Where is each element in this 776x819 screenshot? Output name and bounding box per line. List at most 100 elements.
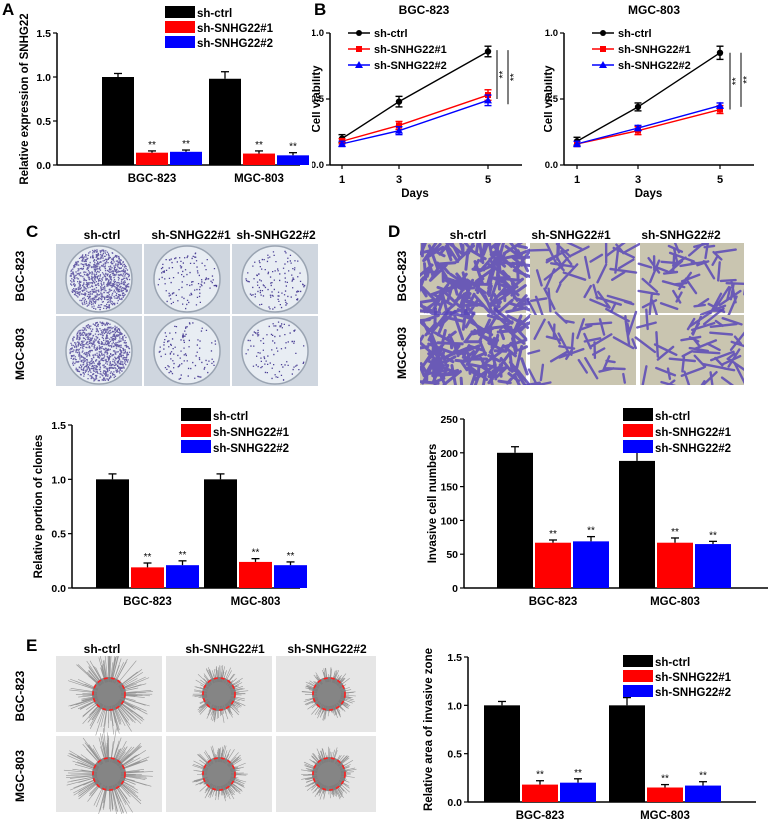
- legend-marker: [355, 61, 363, 68]
- colonies: [69, 321, 131, 382]
- legend-marker: [599, 61, 607, 68]
- data-point: [573, 139, 581, 147]
- legend-label: sh-SNHG22#1: [655, 427, 732, 439]
- y-tick-label: 0: [452, 583, 458, 595]
- category-label: MGC-803: [234, 173, 284, 185]
- colonies: [69, 249, 131, 311]
- spheroid-core: [92, 757, 126, 791]
- significance-mark: **: [587, 526, 595, 537]
- significance-mark: **: [536, 770, 544, 781]
- bar-0: [209, 78, 241, 165]
- bar-1: [522, 784, 558, 802]
- legend-swatch-2: [165, 36, 195, 48]
- series-line-2: [341, 99, 489, 145]
- legend-label: sh-ctrl: [655, 657, 690, 669]
- spheroid-outline: [312, 677, 346, 711]
- spheroid-outline: [202, 677, 236, 711]
- data-point: [395, 98, 403, 105]
- category-label: MGC-803: [640, 810, 690, 819]
- significance-mark: **: [549, 529, 557, 540]
- bar-0: [96, 479, 129, 588]
- legend-label: sh-SNHG22#1: [618, 44, 691, 56]
- legend-label: sh-ctrl: [213, 411, 248, 423]
- legend-marker: [356, 46, 362, 52]
- spheroid-title-s1: sh-SNHG22#1: [185, 642, 265, 656]
- y-tick-label: 0.5: [312, 94, 325, 105]
- y-tick-label: 1.5: [36, 28, 51, 40]
- data-point: [716, 49, 724, 56]
- invasion-row-mgc: MGC-803: [395, 327, 409, 380]
- legend-swatch-1: [623, 670, 653, 682]
- bar-2: [166, 565, 199, 588]
- spheroid-core: [312, 757, 346, 791]
- chart-e-invasive-zone: 0.0 0.5 1.0 1.5 Relative area of invasive zo…: [423, 648, 756, 819]
- culture-dish: [153, 245, 221, 313]
- colony-title-s2: sh-SNHG22#2: [236, 228, 316, 242]
- y-tick-label: 0.5: [36, 116, 51, 128]
- legend-label: sh-SNHG22#1: [213, 427, 290, 439]
- bar-0: [619, 460, 655, 588]
- data-point: [484, 96, 492, 104]
- transwell-invasion-images: [420, 243, 744, 385]
- category-label: BGC-823: [123, 596, 172, 608]
- invaded-cells: [420, 307, 533, 385]
- significance-mark: **: [148, 140, 156, 151]
- data-point: [716, 101, 724, 109]
- invasion-row-bgc: BGC-823: [395, 250, 409, 302]
- invaded-cells: [523, 307, 638, 385]
- significance-mark: **: [509, 73, 520, 81]
- chart-c-colonies: 0.0 0.5 1.0 1.5 Relative portion of clonies *…: [33, 408, 307, 608]
- legend-swatch-2: [623, 685, 653, 697]
- y-axis-label: Relative area of invasive zone: [423, 648, 435, 811]
- x-tick-label: 5: [717, 174, 723, 186]
- invaded-cells: [637, 243, 744, 324]
- invaded-cells: [526, 243, 642, 319]
- data-point: [717, 106, 723, 113]
- y-axis-label: Relative portion of clonies: [33, 435, 45, 579]
- category-label: MGC-803: [231, 596, 281, 608]
- bar-0: [102, 77, 134, 165]
- panel-label-e: E: [26, 636, 38, 655]
- y-tick-label: 1.5: [51, 420, 66, 432]
- spheroid-title-ctrl: sh-ctrl: [83, 642, 121, 656]
- bar-0: [497, 452, 533, 588]
- significance-mark: **: [731, 77, 742, 85]
- invasive-sprouts: [63, 728, 154, 814]
- legend-swatch-0: [623, 655, 653, 667]
- bar-2: [695, 544, 731, 588]
- significance-mark: **: [252, 548, 260, 559]
- legend-swatch-0: [165, 6, 195, 18]
- legend-swatch-2: [623, 440, 653, 453]
- chart-d-invasion: 0 50 100 150 200 250 Invasive cell numbers ** **…: [427, 408, 768, 608]
- significance-mark: **: [661, 774, 669, 785]
- invasion-title-s1: sh-SNHG22#1: [531, 228, 611, 242]
- x-tick-label: 3: [635, 174, 641, 186]
- bar-0: [484, 705, 520, 802]
- y-tick-label: 250: [440, 414, 458, 426]
- series-line-1: [341, 94, 489, 142]
- bar-2: [573, 541, 609, 588]
- colony-row-mgc: MGC-803: [13, 328, 27, 381]
- spheroid-row-bgc: BGC-823: [13, 670, 27, 722]
- invaded-cells: [420, 243, 539, 322]
- x-tick-label: 1: [339, 174, 345, 186]
- y-tick-label: 1.0: [545, 28, 558, 39]
- legend-label: sh-SNHG22#2: [197, 38, 273, 50]
- series-line-2: [576, 104, 721, 145]
- bar-0: [609, 705, 645, 802]
- chart-b-bgc-viability: BGC-823 0.0 0.5 1.0 1 3 5 Days Cell viability ** *…: [312, 3, 522, 200]
- legend-marker: [356, 30, 362, 36]
- panel-label-d: D: [388, 222, 401, 241]
- data-point: [634, 103, 642, 111]
- colony-title-s1: sh-SNHG22#1: [151, 228, 231, 242]
- legend-label: sh-SNHG22#1: [655, 672, 732, 684]
- panel-label-a: A: [2, 0, 15, 19]
- y-axis-label: Relative expression of SNHG22: [19, 13, 31, 184]
- spheroid-core: [92, 677, 126, 711]
- panel-label-b: B: [314, 0, 327, 19]
- y-tick-label: 0.0: [545, 160, 558, 171]
- y-tick-label: 50: [446, 549, 458, 561]
- legend-label: sh-ctrl: [374, 28, 408, 40]
- x-tick-label: 3: [396, 174, 402, 186]
- bar-1: [243, 153, 275, 165]
